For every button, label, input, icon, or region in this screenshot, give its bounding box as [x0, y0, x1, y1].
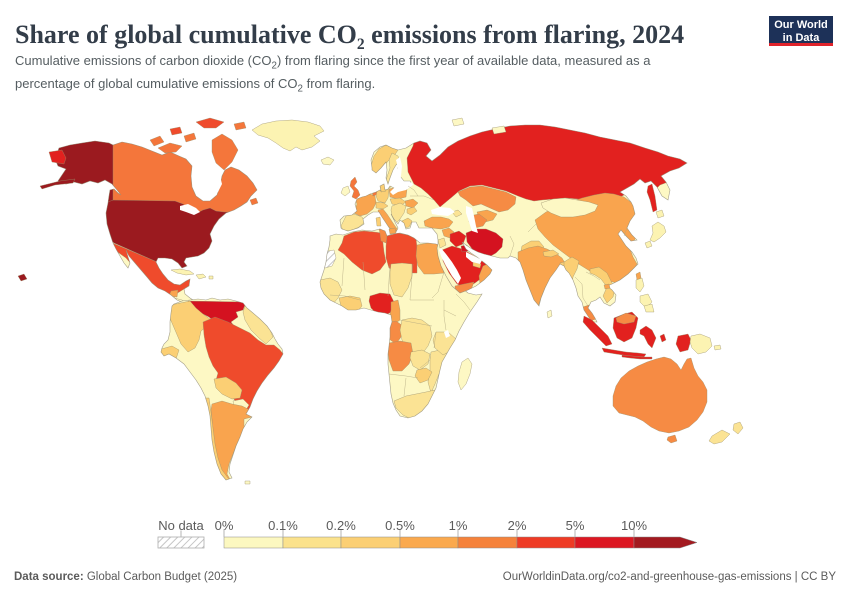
svg-text:No data: No data	[158, 518, 204, 533]
svg-text:10%: 10%	[621, 518, 647, 533]
svg-text:1%: 1%	[449, 518, 468, 533]
svg-text:0.5%: 0.5%	[385, 518, 415, 533]
svg-text:0.1%: 0.1%	[268, 518, 298, 533]
svg-text:2%: 2%	[508, 518, 527, 533]
svg-text:0%: 0%	[215, 518, 234, 533]
svg-text:5%: 5%	[566, 518, 585, 533]
svg-text:0.2%: 0.2%	[326, 518, 356, 533]
